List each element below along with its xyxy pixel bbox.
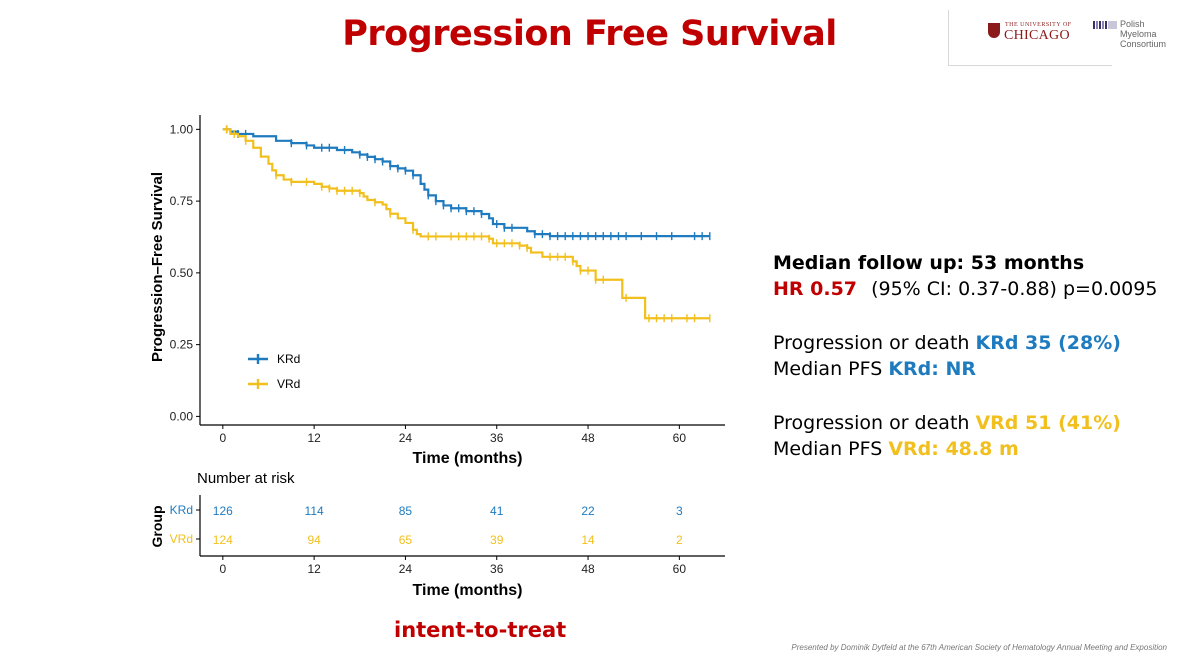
- y-tick-label: 0.75: [170, 194, 194, 208]
- risk-row-label-vrd: VRd: [170, 532, 193, 546]
- x-tick-label: 36: [490, 431, 504, 445]
- risk-x-tick-label: 36: [490, 562, 504, 576]
- risk-count-krd: 126: [213, 504, 233, 518]
- itt-label: intent-to-treat: [394, 618, 567, 642]
- risk-x-tick-label: 60: [673, 562, 687, 576]
- logo-panel: [948, 10, 1112, 66]
- x-tick-label: 24: [399, 431, 413, 445]
- x-axis-label: Time (months): [413, 450, 523, 467]
- risk-row-axis-label: Group: [149, 506, 165, 548]
- risk-x-axis-label: Time (months): [413, 582, 523, 599]
- risk-x-tick-label: 24: [399, 562, 413, 576]
- risk-table-title: Number at risk: [197, 470, 295, 487]
- risk-count-krd: 22: [581, 504, 595, 518]
- krd-events-value: KRd 35 (28%): [975, 332, 1121, 354]
- x-tick-label: 0: [219, 431, 226, 445]
- vrd-median-label: Median PFS: [773, 438, 889, 460]
- follow-up-text: Median follow up: 53 months: [773, 252, 1085, 274]
- risk-count-krd: 114: [305, 504, 324, 518]
- risk-count-krd: 3: [676, 504, 683, 518]
- hazard-ratio-value: HR 0.57: [773, 278, 858, 300]
- hazard-ratio-ci: (95% CI: 0.37-0.88) p=0.0095: [871, 278, 1158, 300]
- vrd-events-label: Progression or death: [773, 412, 976, 434]
- uchicago-logo-text: CHICAGO: [1004, 28, 1070, 43]
- y-tick-label: 0.00: [170, 409, 194, 423]
- y-tick-label: 1.00: [170, 122, 194, 136]
- hazard-ratio-line: HR 0.57 (95% CI: 0.37-0.88) p=0.0095: [773, 276, 1157, 302]
- risk-count-vrd: 2: [676, 533, 683, 547]
- vrd-events-value: VRd 51 (41%): [975, 412, 1121, 434]
- y-tick-label: 0.50: [170, 266, 194, 280]
- vrd-events-line: Progression or death VRd 51 (41%): [773, 410, 1157, 436]
- krd-median-value: KRd: NR: [888, 358, 977, 380]
- krd-events-label: Progression or death: [773, 332, 976, 354]
- krd-median-line: Median PFS KRd: NR: [773, 356, 1157, 382]
- y-tick-label: 0.25: [170, 338, 194, 352]
- vrd-median-line: Median PFS VRd: 48.8 m: [773, 436, 1157, 462]
- x-tick-label: 60: [673, 431, 687, 445]
- vrd-survival-curve: [222, 128, 710, 320]
- risk-x-tick-label: 0: [219, 562, 226, 576]
- risk-row-label-krd: KRd: [170, 503, 193, 517]
- x-tick-label: 48: [581, 431, 595, 445]
- risk-x-tick-label: 12: [307, 562, 321, 576]
- uchicago-logo-small-text: THE UNIVERSITY OF: [1005, 22, 1072, 28]
- risk-count-vrd: 94: [307, 533, 321, 547]
- x-tick-label: 12: [307, 431, 321, 445]
- pmc-logo-text: Polish Myeloma Consortium: [1120, 19, 1166, 49]
- uchicago-shield-icon: [988, 23, 1000, 38]
- pmc-line: Consortium: [1120, 39, 1167, 49]
- krd-events-line: Progression or death KRd 35 (28%): [773, 330, 1157, 356]
- pmc-logo-icon: [1093, 21, 1117, 29]
- risk-x-tick-label: 48: [581, 562, 595, 576]
- stats-panel: Median follow up: 53 months HR 0.57 (95%…: [773, 250, 1157, 462]
- vrd-median-value: VRd: 48.8 m: [888, 438, 1019, 460]
- risk-count-vrd: 65: [399, 533, 413, 547]
- slide-title: Progression Free Survival: [342, 14, 837, 54]
- krd-median-label: Median PFS: [773, 358, 889, 380]
- risk-count-krd: 85: [399, 504, 413, 518]
- risk-count-vrd: 14: [581, 533, 595, 547]
- legend-label-vrd: VRd: [277, 377, 300, 391]
- presenter-footer: Presented by Dominik Dytfeld at the 67th…: [791, 643, 1167, 652]
- legend-label-krd: KRd: [277, 352, 300, 366]
- risk-count-vrd: 39: [490, 533, 504, 547]
- risk-count-krd: 41: [490, 504, 504, 518]
- pmc-line: Myeloma: [1120, 29, 1157, 39]
- risk-count-vrd: 124: [213, 533, 233, 547]
- pmc-line: Polish: [1120, 19, 1145, 29]
- y-axis-label: Progression–Free Survival: [149, 172, 166, 362]
